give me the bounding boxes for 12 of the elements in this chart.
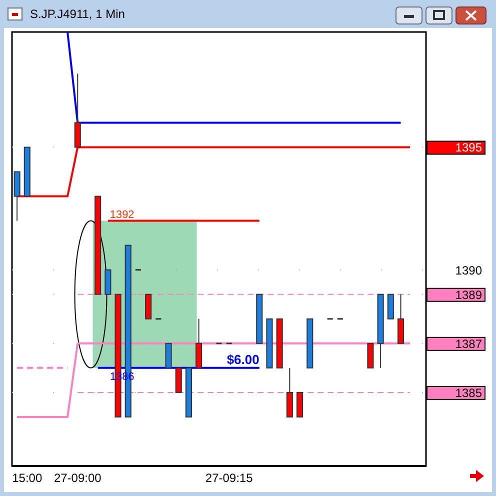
- y-tick-label: 1395: [455, 140, 482, 155]
- annotation: 1392: [110, 208, 134, 221]
- x-tick-label: 27-09:00: [54, 471, 102, 485]
- annotation: 1386: [110, 370, 134, 383]
- y-tick-label: 1387: [455, 336, 482, 351]
- x-tick-label: 27-09:15: [205, 471, 254, 485]
- y-tick-label: 1390: [455, 263, 482, 278]
- y-tick-label: 1385: [455, 386, 482, 400]
- chart-title: S.JP.J4911, 1 Min: [30, 7, 125, 21]
- annotation: $6.00: [226, 352, 260, 367]
- y-tick-label: 1389: [455, 288, 482, 302]
- x-tick-label: 15:00: [12, 471, 42, 485]
